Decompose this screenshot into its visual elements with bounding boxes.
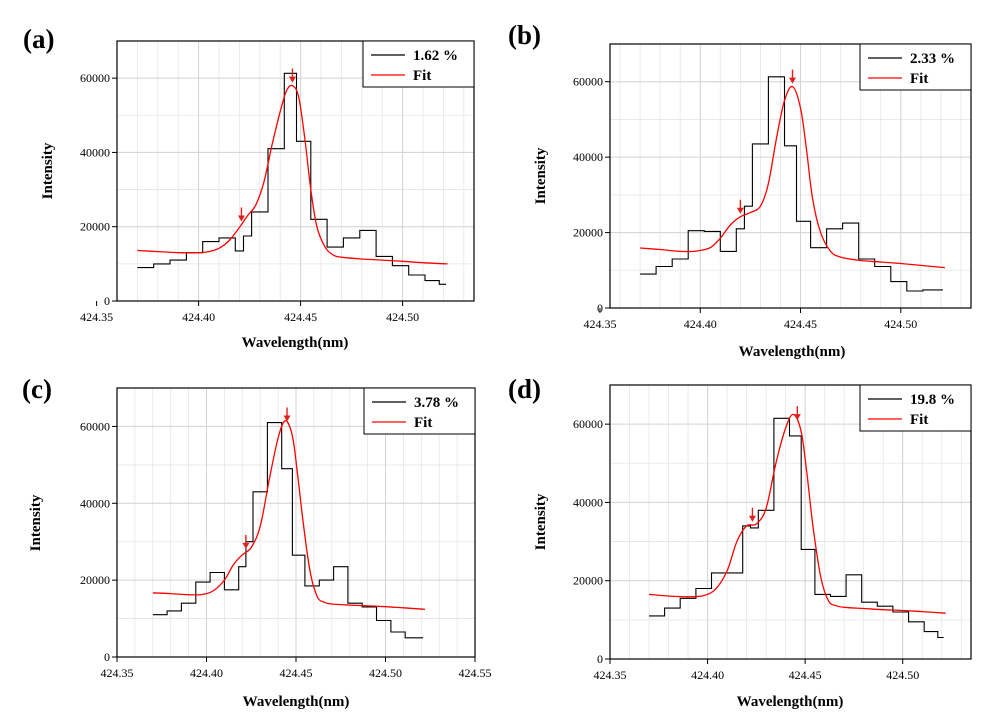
x-tick-label: 424.40 (684, 317, 717, 331)
legend: 3.78 % Fit (363, 387, 476, 435)
legend-box (362, 40, 475, 88)
legend-label-fit: Fit (910, 71, 928, 87)
legend: 19.8 % Fit (859, 384, 972, 432)
x-tick-label: 424.35 (80, 310, 113, 324)
plot-frame (609, 384, 972, 660)
y-tick-label: 20000 (573, 574, 603, 588)
legend: 1.62 % Fit (362, 40, 475, 88)
legend-box (859, 384, 972, 432)
chart-panel-b: 424.35 424.40 424.45 424.50 0 20000 40000 60000… (508, 20, 972, 360)
chart-panel-d: 424.35 424.40 424.45 424.50 0 20000 40000 60000… (508, 374, 972, 710)
x-tick-label: 424.50 (884, 317, 917, 331)
y-tick-label: 0 (104, 650, 110, 664)
panel-label: (c) (22, 374, 52, 404)
legend-box (363, 387, 476, 435)
legend-label-measured: 1.62 % (413, 48, 458, 64)
y-tick-label: 60000 (573, 75, 603, 89)
series-measured-line (649, 417, 944, 639)
y-tick-label: 60000 (80, 71, 110, 85)
x-tick-label: 424.45 (784, 317, 817, 331)
x-tick-label: 424.40 (190, 666, 223, 680)
y-tick-label: 20000 (80, 220, 110, 234)
plot-frame (116, 40, 475, 302)
x-tick-label: 424.40 (182, 310, 215, 324)
legend-label-fit: Fit (413, 68, 431, 84)
panel-label: (d) (508, 374, 541, 404)
legend: 2.33 % Fit (859, 43, 972, 91)
peak-arrow-marker (283, 407, 291, 422)
x-tick-label: 424.50 (386, 310, 419, 324)
peak-arrow-marker (789, 69, 797, 84)
series-fit-line (640, 85, 945, 269)
x-axis-title: Wavelength(nm) (739, 344, 846, 360)
x-tick-label: 424.35 (583, 317, 616, 331)
x-tick-label: 424.35 (101, 666, 134, 680)
series-fit-line (137, 84, 448, 265)
y-axis-title: Intensity (40, 142, 56, 199)
peak-arrow-marker (242, 534, 250, 549)
peak-arrow-marker (748, 507, 756, 522)
y-tick-label: 0 (597, 301, 603, 315)
plot-frame (609, 43, 972, 309)
y-axis-title: Intensity (533, 493, 549, 550)
series-measured-line (152, 422, 424, 639)
legend-label-fit: Fit (910, 412, 928, 428)
y-tick-label: 0 (597, 652, 603, 666)
y-tick-label: 60000 (573, 417, 603, 431)
y-tick-label: 0 (104, 294, 110, 308)
peak-arrow-marker (793, 406, 801, 421)
x-tick-label: 424.35 (594, 668, 627, 682)
y-tick-label: 40000 (573, 495, 603, 509)
x-tick-label: 424.45 (280, 666, 313, 680)
peak-arrow-marker (288, 68, 296, 83)
x-tick-label: 424.40 (691, 668, 724, 682)
y-tick-label: 40000 (80, 496, 110, 510)
peak-arrow-marker (237, 207, 245, 222)
y-tick-label: 20000 (573, 226, 603, 240)
x-axis-title: Wavelength(nm) (242, 335, 349, 351)
panel-label: (a) (23, 24, 54, 54)
y-axis-title: Intensity (533, 147, 549, 204)
y-tick-label: 40000 (80, 145, 110, 159)
panel-label: (b) (508, 20, 541, 50)
y-tick-label: 40000 (573, 150, 603, 164)
peak-arrow-marker (736, 199, 744, 214)
series-measured-line (640, 76, 943, 292)
legend-label-measured: 2.33 % (910, 51, 955, 67)
series-fit-line (152, 420, 425, 610)
x-axis-title: Wavelength(nm) (243, 694, 350, 710)
legend-label-measured: 3.78 % (414, 395, 459, 411)
x-tick-label: 424.45 (284, 310, 317, 324)
legend-label-fit: Fit (414, 415, 432, 431)
chart-panel-c: 424.35 424.40 424.45 424.50 424.55 0 20000 4000… (22, 374, 492, 710)
chart-panel-a: 424.35 424.40 424.45 424.50 0 20000 40000 60000… (23, 24, 475, 351)
x-axis-title: Wavelength(nm) (737, 694, 844, 710)
y-tick-label: 60000 (80, 419, 110, 433)
y-axis-title: Intensity (28, 494, 44, 551)
x-tick-label: 424.55 (459, 666, 492, 680)
y-tick-label: 20000 (80, 573, 110, 587)
x-tick-label: 424.50 (369, 666, 402, 680)
legend-label-measured: 19.8 % (910, 392, 955, 408)
legend-box (859, 43, 972, 91)
series-fit-line (648, 413, 946, 614)
x-tick-label: 424.45 (789, 668, 822, 682)
x-tick-label: 424.50 (886, 668, 919, 682)
